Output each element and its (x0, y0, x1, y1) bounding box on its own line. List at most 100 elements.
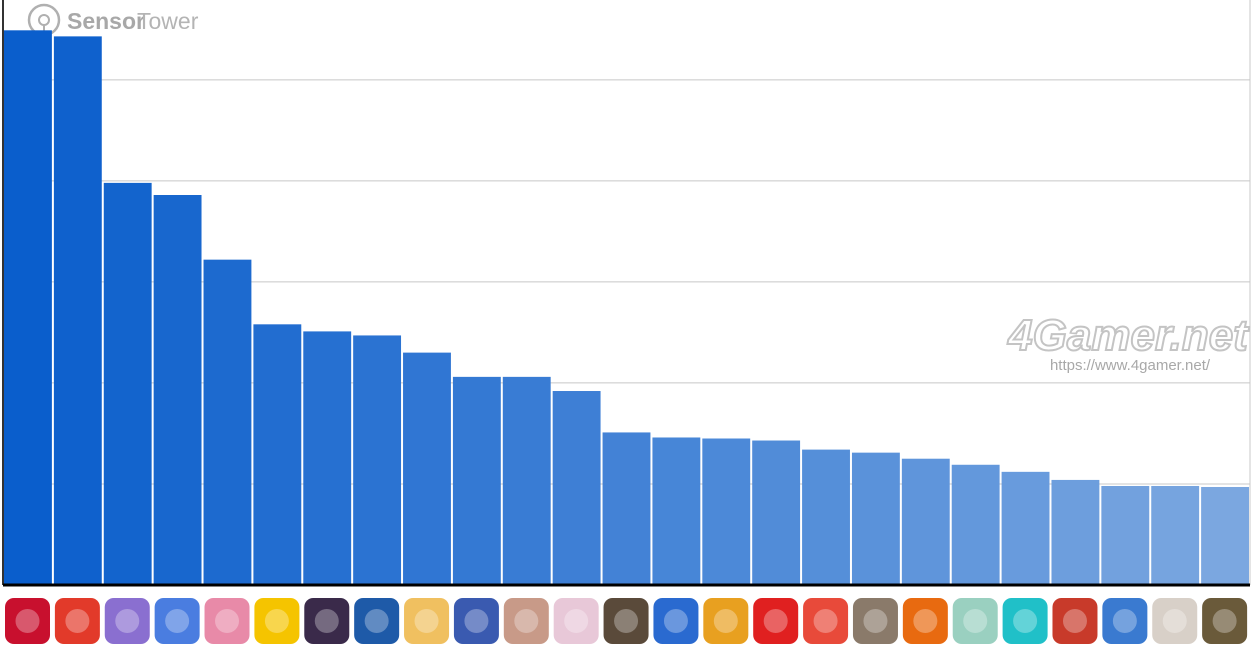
bar (353, 335, 402, 585)
app-icon (404, 598, 450, 644)
app-icon-art (863, 609, 888, 633)
app-icon (803, 598, 849, 644)
app-icon-bg (703, 598, 749, 644)
app-icon-art (1112, 609, 1137, 633)
app-icon-art (663, 609, 688, 633)
app-icon-art (414, 609, 439, 633)
app-icon-bg (902, 598, 948, 644)
app-icon-bg (603, 598, 649, 644)
app-icon (1052, 598, 1098, 644)
bar (1201, 486, 1249, 585)
app-icon (54, 598, 100, 644)
bar (1151, 485, 1200, 585)
app-icon-bg (154, 598, 200, 644)
app-icon-bg (5, 598, 50, 644)
bar (652, 437, 701, 585)
app-icon-art (165, 609, 190, 633)
app-icon-art (215, 609, 240, 633)
app-icon-bg (254, 598, 300, 644)
app-icon (503, 598, 549, 644)
app-icon-bg (803, 598, 849, 644)
bar (1101, 485, 1150, 585)
app-icon-art (464, 609, 489, 633)
app-icon-art (614, 609, 639, 633)
app-icon-art (264, 609, 289, 633)
app-icon-art (963, 609, 988, 633)
app-icon-art (564, 609, 589, 633)
app-icon-bg (354, 598, 400, 644)
app-icon-bg (952, 598, 998, 644)
bar (452, 376, 501, 585)
app-icon-bg (1102, 598, 1148, 644)
app-icon-art (913, 609, 938, 633)
app-icon-art (364, 609, 389, 633)
bar (851, 452, 900, 585)
watermark-url: https://www.4gamer.net/ (1050, 357, 1211, 374)
logo-text: Sensor (67, 8, 145, 34)
app-icon-art (115, 609, 140, 633)
app-icon (902, 598, 948, 644)
app-icon-bg (1052, 598, 1098, 644)
app-icon-art (514, 609, 539, 633)
app-icon-bg (104, 598, 150, 644)
app-icon (753, 598, 799, 644)
app-icon-art (1212, 609, 1237, 633)
bar (1051, 479, 1100, 585)
app-icon (653, 598, 699, 644)
app-icon (1202, 598, 1248, 644)
app-icon (304, 598, 350, 644)
app-icon (553, 598, 599, 644)
app-icon (1102, 598, 1148, 644)
app-icon-bg (1202, 598, 1248, 644)
logo-icon (38, 14, 50, 26)
app-icon-bg (653, 598, 699, 644)
app-icon-bg (553, 598, 599, 644)
bar (602, 432, 651, 585)
bar (253, 324, 302, 585)
app-icon (204, 598, 250, 644)
bar (103, 182, 152, 585)
app-icon-bg (753, 598, 799, 644)
bar (802, 449, 850, 585)
bar (4, 30, 52, 586)
bar (552, 391, 601, 585)
app-icon (852, 598, 898, 644)
app-icon-art (813, 609, 838, 633)
bar (901, 458, 950, 585)
app-icon (1152, 598, 1198, 644)
app-icon-bg (404, 598, 450, 644)
app-icon (703, 598, 749, 644)
app-icon-bg (1002, 598, 1048, 644)
app-icon-bg (1152, 598, 1198, 644)
app-icon (254, 598, 300, 644)
app-icon-art (763, 609, 788, 633)
app-icon (952, 598, 998, 644)
bar (303, 331, 352, 585)
bar (951, 464, 1000, 585)
app-icon-art (15, 609, 40, 633)
app-icon-bg (852, 598, 898, 644)
app-icon (1002, 598, 1048, 644)
app-icon-art (1013, 609, 1038, 633)
app-icon (354, 598, 400, 644)
bar (153, 195, 202, 585)
app-icon-art (713, 609, 738, 633)
logo-text: Tower (137, 8, 199, 34)
bar (502, 376, 551, 585)
app-icon-art (65, 609, 90, 633)
app-icon (603, 598, 649, 644)
sensor-tower-logo: Sensor Tower (27, 3, 199, 37)
app-icon (154, 598, 200, 644)
app-icon-bg (304, 598, 350, 644)
app-icon (453, 598, 499, 644)
watermark-title: 4Gamer.net (1007, 311, 1250, 360)
app-icon-bg (204, 598, 250, 644)
bar (1001, 471, 1050, 585)
bar (53, 36, 102, 586)
app-icon (104, 598, 150, 644)
app-icon-bg (54, 598, 100, 644)
bar (702, 438, 751, 585)
app-icon (5, 598, 50, 644)
app-icon-bg (453, 598, 499, 644)
